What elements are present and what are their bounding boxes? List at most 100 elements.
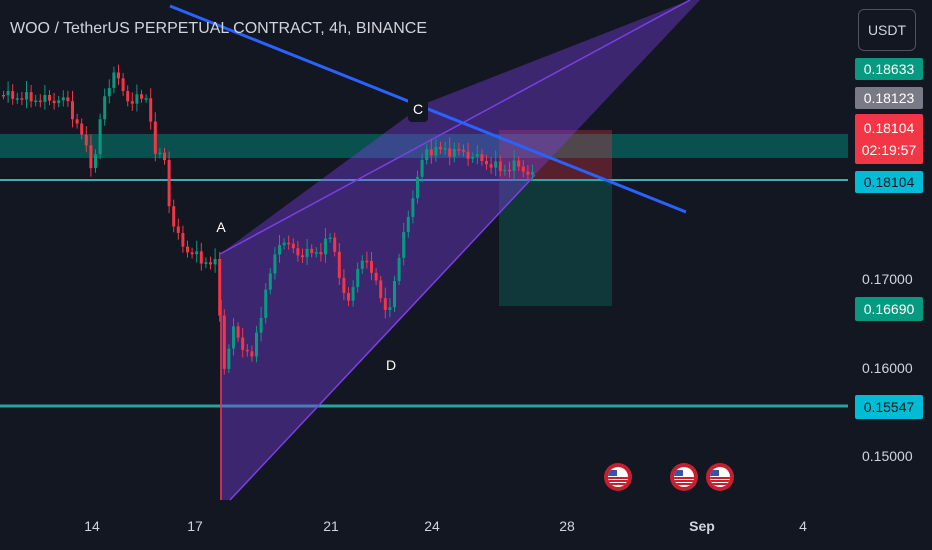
candle-body (75, 119, 79, 124)
candle-body (29, 92, 33, 102)
candle-body (305, 248, 309, 258)
candle-body (43, 95, 47, 102)
candle-body (190, 252, 194, 255)
candle-body (278, 245, 281, 255)
price-tag-last: 0.18104 02:19:57 (855, 114, 923, 164)
candle-body (20, 98, 24, 100)
candle-body (485, 160, 488, 165)
candle-body (6, 91, 10, 96)
candle-body (531, 172, 534, 175)
candle-body (508, 169, 511, 172)
candle-body (103, 96, 107, 120)
candle-body (15, 98, 19, 100)
wedge-lower-edge (229, 174, 536, 501)
candle-body (328, 237, 332, 240)
candle-body (379, 280, 383, 299)
price-tag-high: 0.18633 (855, 58, 923, 80)
date-label-sep: Sep (689, 518, 715, 534)
candle-body (117, 72, 120, 79)
candle-body (48, 95, 51, 101)
candle-body (218, 258, 222, 316)
candle-body (310, 248, 314, 253)
price-tag-target: 0.16690 (855, 297, 923, 321)
candle-body (52, 100, 56, 104)
wedge-upper-edge (219, 0, 691, 255)
candle-body (370, 261, 373, 273)
candle-body (195, 251, 199, 255)
candle-body (462, 149, 465, 152)
candle-body (324, 238, 327, 255)
candle-body (365, 260, 369, 263)
candle-body (521, 166, 525, 172)
candle-body (360, 260, 364, 269)
candle-body (439, 146, 442, 150)
candle-body (517, 160, 521, 167)
candle-body (80, 123, 84, 135)
us-event-flag-icon[interactable] (670, 463, 698, 491)
price-tick-0-17: 0.17000 (862, 271, 913, 287)
price-chart-canvas[interactable] (0, 0, 848, 512)
us-event-flag-icon[interactable] (706, 463, 734, 491)
candle-body (296, 248, 300, 256)
candle-body (186, 246, 189, 253)
candle-body (429, 149, 433, 156)
candle-body (319, 252, 323, 255)
candle-body (25, 92, 28, 100)
price-tick-0-15: 0.15000 (862, 448, 913, 464)
candle-body (301, 255, 304, 258)
candle-body (34, 100, 38, 103)
candle-body (475, 154, 479, 157)
candle-body (140, 94, 143, 99)
candle-body (291, 243, 295, 249)
currency-selector-button[interactable]: USDT (858, 9, 916, 51)
candle-body (2, 95, 5, 97)
date-label-21: 21 (323, 518, 339, 534)
candle-body (84, 134, 88, 146)
candle-body (181, 232, 185, 247)
candle-body (337, 251, 341, 278)
candle-body (158, 152, 162, 155)
chart-title: WOO / TetherUS PERPETUAL CONTRACT, 4h, B… (10, 20, 427, 37)
candle-body (149, 98, 153, 122)
candle-body (443, 148, 447, 150)
price-tick-0-16: 0.16000 (862, 360, 913, 376)
candle-body (406, 216, 410, 233)
candle-body (452, 149, 456, 157)
price-tag-prev-close: 0.18123 (855, 87, 923, 109)
date-label-14: 14 (84, 518, 100, 534)
date-label-24: 24 (424, 518, 440, 534)
candle-body (98, 119, 102, 155)
candle-body (314, 252, 318, 254)
candle-body (526, 171, 530, 175)
last-price-value: 0.18104 (863, 120, 915, 136)
candle-body (94, 154, 97, 169)
us-event-flag-icon[interactable] (604, 463, 632, 491)
candle-body (163, 152, 166, 161)
candle-body (126, 90, 130, 102)
candle-body (236, 326, 240, 338)
candle-body (11, 91, 15, 99)
candle-body (333, 237, 337, 252)
candle-body (232, 326, 235, 349)
candle-body (420, 159, 424, 177)
candle-body (489, 164, 493, 168)
price-tag-support-lower: 0.15547 (855, 395, 923, 419)
candle-body (268, 273, 272, 290)
candle-body (471, 156, 475, 159)
point-label-d: D (381, 352, 401, 378)
candle-body (411, 198, 415, 217)
candle-body (457, 149, 461, 151)
candle-body (112, 72, 116, 88)
candle-body (388, 307, 392, 310)
candle-body (176, 226, 180, 233)
candle-body (66, 97, 70, 102)
descending-trendline[interactable] (169, 4, 687, 214)
candle-body (434, 146, 438, 156)
candle-body (393, 280, 396, 308)
candle-body (255, 332, 258, 357)
candle-body (245, 349, 249, 352)
candle-body (199, 251, 203, 264)
candle-body (416, 176, 419, 199)
candle-body (135, 94, 139, 104)
candle-body (351, 287, 355, 301)
